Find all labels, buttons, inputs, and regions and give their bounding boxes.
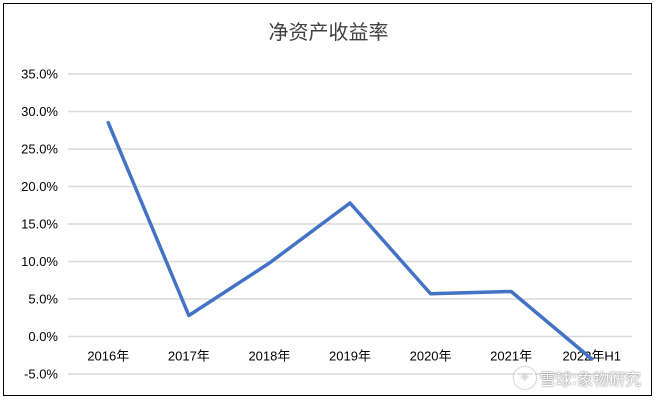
chart-title: 净资产收益率 <box>268 20 389 44</box>
x-tick-label: 2016年 <box>87 349 129 364</box>
y-tick-label: 35.0% <box>21 67 58 82</box>
y-tick-label: 10.0% <box>21 254 58 269</box>
y-tick-label: 0.0% <box>28 329 58 344</box>
gridlines <box>68 73 632 375</box>
chart-frame <box>3 3 652 396</box>
x-tick-label: 2018年 <box>248 349 290 364</box>
y-tick-label: 25.0% <box>21 142 58 157</box>
y-tick-label: 20.0% <box>21 179 58 194</box>
x-tick-label: 2019年 <box>329 349 371 364</box>
x-tick-label: 2022年H1 <box>562 349 621 364</box>
y-tick-label: 15.0% <box>21 217 58 232</box>
watermark-author: 象物研究 <box>576 370 641 389</box>
y-tick-label: 30.0% <box>21 104 58 119</box>
watermark-brand: 雪球 <box>539 370 572 389</box>
y-tick-label: 5.0% <box>28 292 58 307</box>
snowball-logo-icon: ✧ <box>513 367 536 389</box>
x-tick-label: 2021年 <box>490 349 532 364</box>
series-line <box>106 121 594 361</box>
x-axis-ticks: 2016年 2017年 2018年 2019年 2020年 2021年 2022年H1 <box>87 349 621 364</box>
x-tick-label: 2017年 <box>168 349 210 364</box>
watermark: ✧ 雪球 : 象物研究 <box>513 366 641 390</box>
x-tick-label: 2020年 <box>410 349 452 364</box>
watermark-separator: : <box>571 368 577 388</box>
y-tick-label: -5.0% <box>24 367 58 382</box>
series-layer <box>106 121 594 361</box>
y-axis-ticks: 35.0% 30.0% 25.0% 20.0% 15.0% 10.0% 5.0% 0.0% -5… <box>21 67 58 382</box>
